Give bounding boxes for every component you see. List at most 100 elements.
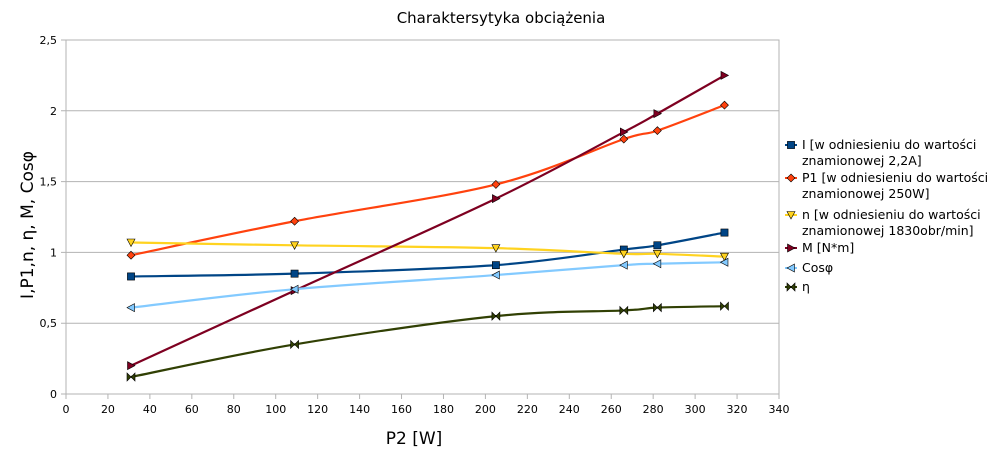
series-line [130,74,726,367]
data-point [720,70,730,80]
data-point [491,311,501,321]
legend-label: I [w odniesieniu do wartości [802,137,976,152]
legend-marker [786,263,795,273]
data-point [652,126,662,136]
x-tick-label: 240 [559,403,580,416]
series-1 [126,100,729,260]
legend-item: η [785,279,810,294]
data-point [620,127,629,137]
data-point [719,257,729,267]
legend-label: znamionowej 2,2A] [802,153,922,168]
legend-label: n [w odniesieniu do wartości [802,207,981,222]
y-tick-label: 2,5 [40,34,58,47]
data-point [290,216,300,226]
data-point [653,241,662,250]
series-5 [126,301,729,382]
x-tick-label: 60 [185,403,199,416]
data-point [126,303,135,313]
plot-series [126,70,730,382]
data-point [653,302,662,313]
data-point [127,272,135,281]
data-point [290,241,300,250]
data-point [289,284,299,294]
legend-item: P1 [w odniesieniu do wartościznamionowej… [785,170,988,201]
legend: I [w odniesieniu do wartościznamionowej … [785,137,988,294]
legend-label: M [N*m] [802,240,854,255]
legend-label: η [802,279,810,294]
x-tick-label: 80 [227,403,241,416]
data-point [619,250,629,259]
x-tick-label: 220 [517,403,538,416]
plot-area-border [65,39,780,395]
x-tick-label: 280 [643,403,664,416]
x-tick-label: 160 [391,403,412,416]
x-tick-label: 200 [475,403,496,416]
legend-marker [787,141,795,149]
legend-label: P1 [w odniesieniu do wartości [802,170,988,185]
series-line [130,104,725,257]
legend-marker [786,211,796,220]
y-axis-title: I,P1,n, η, M, Cosφ [18,151,38,299]
y-tick-label: 1,5 [40,176,58,189]
data-point [127,361,136,371]
data-point [653,109,663,119]
series-4 [126,257,729,313]
data-point [652,259,662,269]
data-point [720,301,729,311]
y-tick-label: 1 [50,246,57,259]
data-point [126,238,136,248]
data-point [619,260,628,270]
x-axis-title: P2 [W] [386,429,443,449]
series-2 [126,238,729,262]
x-tick-label: 140 [349,403,370,416]
x-tick-label: 320 [727,403,748,416]
legend-label: Cosφ [802,260,833,275]
legend-label: znamionowej 1830obr/min] [802,223,974,238]
grid-lines [61,39,779,395]
data-point [492,194,501,204]
x-tick-labels: 0 20 40 60 80 100 120 140 160 180 200 220 240 260 280 3… [63,403,790,416]
legend-marker [787,243,796,253]
x-tick-label: 340 [769,403,790,416]
y-tick-labels: 0 0,5 1 1,5 2 2,5 [40,34,58,401]
data-point [126,372,136,382]
x-tick-label: 40 [143,403,157,416]
legend-item: Cosφ [785,260,833,275]
legend-item: n [w odniesieniu do wartościznamionowej … [785,207,981,238]
x-tick-label: 20 [101,403,115,416]
data-point [720,100,729,110]
data-point [491,244,501,253]
data-point [290,339,299,350]
data-point [619,134,629,144]
series-0 [127,228,729,281]
legend-marker [786,282,796,292]
series-line [130,305,725,379]
axes [65,39,780,399]
legend-label: znamionowej 250W] [802,186,929,201]
y-tick-label: 2 [50,105,57,118]
x-tick-label: 260 [601,403,622,416]
y-tick-label: 0 [50,388,57,401]
data-point [619,305,629,316]
x-tick-label: 180 [433,403,454,416]
legend-item: M [N*m] [785,240,854,255]
x-tick-label: 100 [265,403,286,416]
data-point [290,269,299,278]
legend-marker [786,173,796,183]
series-3 [127,70,730,371]
data-point [652,250,662,259]
chart-title: Charaktersytyka obciążenia [397,9,606,27]
x-tick-label: 120 [307,403,328,416]
x-tick-label: 300 [685,403,706,416]
data-point [719,252,729,262]
legend-item: I [w odniesieniu do wartościznamionowej … [785,137,976,168]
data-point [126,250,136,260]
series-line [130,241,725,258]
data-point [491,270,500,280]
data-point [491,180,501,189]
data-point [720,228,729,237]
y-tick-label: 0,5 [40,317,58,330]
data-point [491,261,500,270]
x-tick-label: 0 [63,403,70,416]
